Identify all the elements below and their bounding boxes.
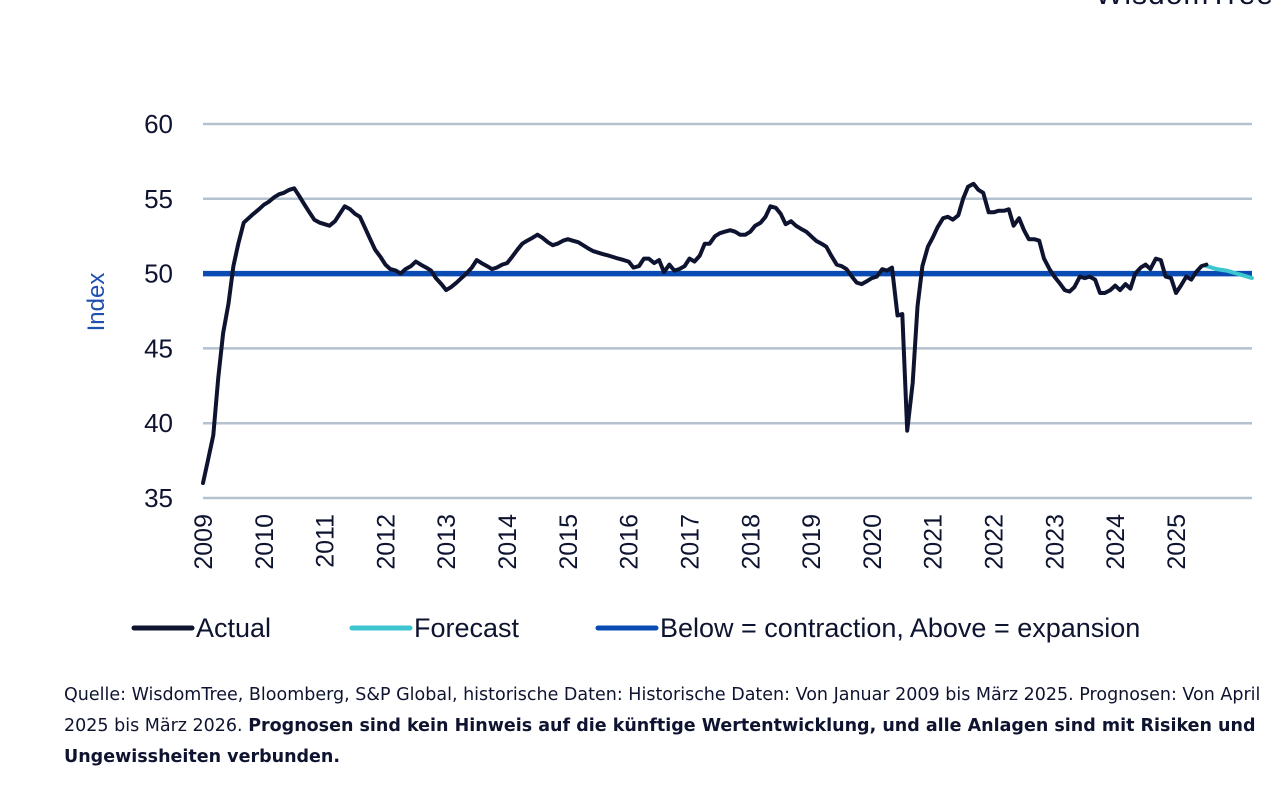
x-tick-label: 2022 xyxy=(981,514,1009,570)
brand-logo-fragment: WisdomTree xyxy=(1095,0,1274,12)
legend-label: Forecast xyxy=(414,613,520,643)
x-axis-ticks: 2009 2010 2011 2012 2013 2014 2015 2016 2017 2018… xyxy=(190,514,1191,570)
x-tick-label: 2020 xyxy=(859,514,887,570)
x-tick-label: 2023 xyxy=(1041,514,1069,570)
legend-item: Actual xyxy=(131,613,271,643)
footnote-disclaimer-text: Prognosen sind kein Hinweis auf die künf… xyxy=(64,716,1256,767)
y-tick-label: 60 xyxy=(144,109,173,139)
legend: Actual Forecast Below = contraction, Above… xyxy=(131,613,1140,643)
x-tick-label: 2015 xyxy=(555,514,583,570)
footnote-source-text: Quelle: WisdomTree, Bloomberg, S&P Globa… xyxy=(64,685,1261,736)
y-tick-label: 50 xyxy=(144,259,173,289)
x-tick-label: 2014 xyxy=(494,514,522,570)
legend-item: Forecast xyxy=(349,613,520,643)
x-tick-label: 2025 xyxy=(1163,514,1191,570)
x-tick-label: 2009 xyxy=(190,514,218,570)
pmi-line-chart: 35 40 45 50 55 60 2009 2010 2011 2012 2013 2014 201… xyxy=(83,109,1254,643)
y-tick-label: 40 xyxy=(144,408,173,438)
y-tick-label: 35 xyxy=(144,483,173,513)
x-tick-label: 2013 xyxy=(433,514,461,570)
y-tick-label: 45 xyxy=(144,333,173,363)
series-layer xyxy=(201,181,1254,485)
y-axis-label: Index xyxy=(83,273,110,332)
legend-label: Below = contraction, Above = expansion xyxy=(660,613,1140,643)
source-footnote: Quelle: WisdomTree, Bloomberg, S&P Globa… xyxy=(64,680,1264,773)
x-tick-label: 2011 xyxy=(312,514,340,568)
gridlines xyxy=(203,122,1252,500)
x-tick-label: 2021 xyxy=(920,514,948,570)
legend-label: Actual xyxy=(196,613,271,643)
x-tick-label: 2012 xyxy=(372,514,400,570)
x-tick-label: 2018 xyxy=(737,514,765,570)
y-axis-ticks: 35 40 45 50 55 60 xyxy=(144,109,173,513)
series-line-actual xyxy=(201,181,1209,485)
series-line-forecast xyxy=(1204,264,1254,281)
x-tick-label: 2010 xyxy=(251,514,279,570)
x-tick-label: 2017 xyxy=(676,514,704,570)
y-tick-label: 55 xyxy=(144,184,173,214)
x-tick-label: 2024 xyxy=(1102,514,1130,570)
x-tick-label: 2019 xyxy=(798,514,826,570)
x-tick-label: 2016 xyxy=(616,514,644,570)
legend-item: Below = contraction, Above = expansion xyxy=(595,613,1140,643)
